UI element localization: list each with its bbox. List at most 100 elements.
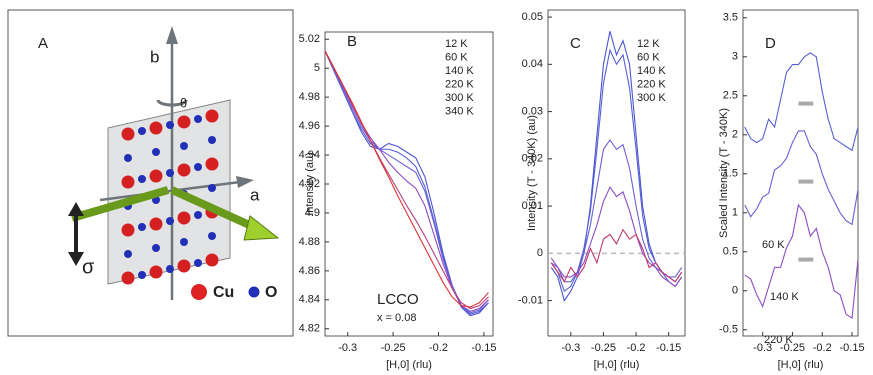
o-atom [152,244,160,252]
rotation-label: θ [180,95,187,110]
x-tick-label: -0.3 [338,342,357,354]
cu-atom [121,175,135,189]
y-tick-label: 0.01 [522,200,543,212]
series-line [550,228,683,283]
y-tick-label: 0.03 [522,105,543,117]
o-atom [194,163,202,171]
legend-cu [191,284,207,300]
o-atom [208,232,216,240]
plot-frame [742,9,859,337]
y-tick-label: 4.98 [299,91,320,103]
x-axis-label: [H,0] (rlu) [778,359,824,371]
o-atom [166,169,174,177]
series-line [744,203,859,320]
y-axis-label: Intensity (au) [304,152,316,216]
panel-label: C [570,35,581,52]
cu-atom [205,253,219,267]
x-axis-label: [H,0] (rlu) [386,359,432,371]
annotation: LCCO [377,291,419,308]
x-tick-label: -0.25 [780,342,805,354]
series-line [324,50,489,308]
cu-atom [177,211,191,225]
y-tick-label: 3.5 [723,12,738,24]
x-tick-label: -0.15 [471,342,496,354]
y-tick-label: 1 [732,207,738,219]
y-tick-label: 1.5 [723,168,738,180]
cu-atom [177,163,191,177]
panel-label: A [38,35,48,52]
y-tick-label: 0.5 [723,246,738,258]
legend-label: Cu [213,284,234,301]
x-tick-label: -0.2 [429,342,448,354]
polarization-head [68,202,84,216]
o-atom [208,184,216,192]
o-atom [138,127,146,135]
legend-o [248,286,260,298]
y-tick-label: 4.84 [299,294,320,306]
y-tick-label: 4.82 [299,323,320,335]
polarization-head [68,252,84,266]
legend-label: 300 K [445,92,474,104]
annotation: x = 0.08 [377,312,416,324]
legend-label: 220 K [637,78,666,90]
x-tick-label: -0.25 [381,342,406,354]
y-tick-label: 4.92 [299,178,320,190]
diagram-panel: A b θ a σ Cu O [7,9,294,337]
plot-frame [547,9,686,337]
o-atom [194,115,202,123]
cu-atom [205,109,219,123]
o-atom [166,217,174,225]
x-tick-label: -0.2 [813,342,832,354]
legend-label: 220 K [764,334,793,346]
o-atom [180,142,188,150]
incident-beam [70,186,170,222]
x-axis-label: [H,0] (rlu) [594,359,640,371]
scattered-beam [170,186,258,232]
cu-atom [205,157,219,171]
legend-label: 60 K [445,51,468,63]
y-tick-label: 5 [314,62,320,74]
y-tick-label: 0.05 [522,11,543,23]
legend-label: 140 K [637,65,666,77]
series-line [324,50,489,317]
o-atom [138,271,146,279]
cu-atom [177,259,191,273]
beam-arrow [243,215,280,241]
a-arrow [236,176,254,188]
cu-atom [177,115,191,129]
o-atom [166,265,174,273]
series-line [744,130,859,226]
cu-atom [149,217,163,231]
y-tick-label: -0.5 [719,324,738,336]
y-tick-label: 0 [732,285,738,297]
o-atom [138,223,146,231]
rotation-arrow [156,99,188,107]
y-tick-label: -0.01 [518,294,543,306]
series-line [324,50,489,310]
legend-label: 300 K [637,92,666,104]
cu-atom [149,169,163,183]
o-atom [152,148,160,156]
y-tick-label: 2.5 [723,90,738,102]
x-tick-label: -0.3 [561,342,580,354]
o-atom [124,154,132,162]
legend-label: 60 K [637,51,660,63]
y-tick-label: 0 [537,247,543,259]
o-atom [180,238,188,246]
x-tick-label: -0.2 [627,342,646,354]
atoms [121,109,219,285]
o-atom [138,175,146,183]
o-atom [166,121,174,129]
b-arrow [166,26,178,44]
panel-label: D [765,35,776,52]
series-line [744,52,859,152]
y-tick-label: 4.86 [299,265,320,277]
cu-atom [149,121,163,135]
y-tick-label: 3 [732,51,738,63]
axis-label: a [250,185,260,204]
legend-label: 340 K [445,105,474,117]
cu-atom [121,223,135,237]
x-tick-label: -0.25 [591,342,616,354]
x-tick-label: -0.15 [656,342,681,354]
